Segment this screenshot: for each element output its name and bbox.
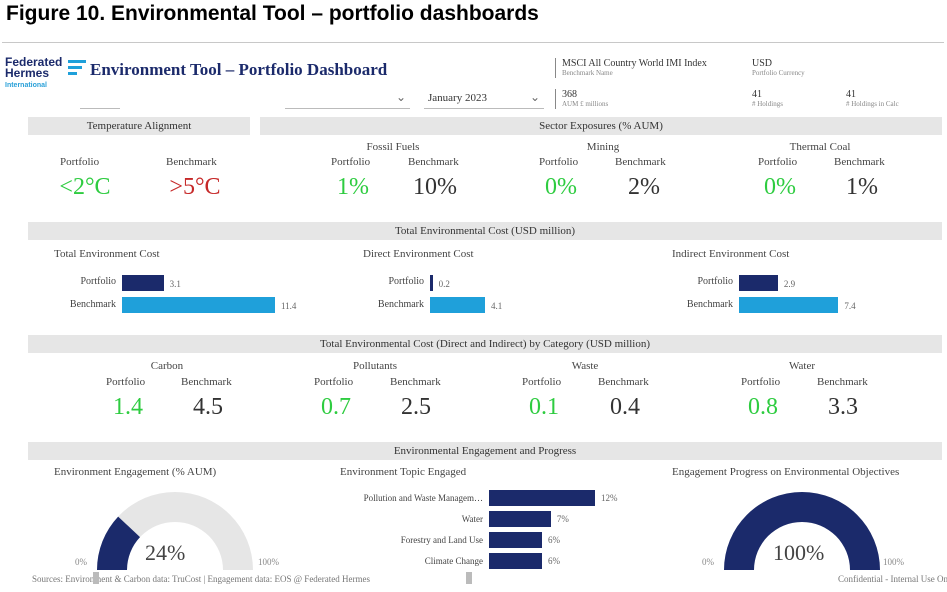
category-portfolio-label: Portfolio <box>522 376 562 388</box>
category-portfolio-label: Portfolio <box>106 376 146 388</box>
filter-dropdown[interactable]: ⌄ <box>285 88 410 109</box>
chevron-down-icon: ⌄ <box>529 90 540 104</box>
gauge-fill <box>97 516 141 570</box>
filter-slicer-1[interactable] <box>80 88 120 109</box>
sector-benchmark-label: Benchmark <box>408 156 459 168</box>
sector-portfolio-value: 0% <box>545 174 577 200</box>
gauge2-value: 100% <box>773 540 825 565</box>
category-benchmark-value: 0.4 <box>610 394 640 420</box>
benchmark-kpi: MSCI All Country World IMI Index Benchma… <box>555 58 707 78</box>
category-portfolio-value: 0.7 <box>321 394 351 420</box>
gauge2-title: Engagement Progress on Environmental Obj… <box>672 466 900 478</box>
sector-benchmark-value: 1% <box>846 174 878 200</box>
gauge1-max-label: 100% <box>258 557 279 567</box>
holdings-kpi: 41 # Holdings <box>752 89 783 108</box>
category-name: Pollutants <box>352 360 397 372</box>
dashboard-title: Environment Tool – Portfolio Dashboard <box>90 60 388 79</box>
category-benchmark-value: 2.5 <box>401 394 431 420</box>
footer-sources: Sources: Environment & Carbon data: TruC… <box>32 574 371 584</box>
figure-title: Figure 10. Environmental Tool – portfoli… <box>6 2 539 25</box>
sector-portfolio-value: 0% <box>764 174 796 200</box>
scroll-handle-left[interactable] <box>93 572 99 584</box>
currency-kpi: USD Portfolio Currency <box>752 58 805 77</box>
category-portfolio-value: 0.1 <box>529 394 559 420</box>
sector-name: Fossil Fuels <box>366 141 420 153</box>
category-name: Water <box>789 360 815 372</box>
temp-benchmark-label: Benchmark <box>166 156 217 168</box>
temp-portfolio-value: <2°C <box>59 174 111 200</box>
category-benchmark-value: 3.3 <box>828 394 858 420</box>
total-cost-band: Total Environmental Cost (USD million) <box>28 222 942 240</box>
category-benchmark-label: Benchmark <box>817 376 868 388</box>
sector-band: Sector Exposures (% AUM) <box>260 117 942 135</box>
category-benchmark-label: Benchmark <box>598 376 649 388</box>
category-band: Total Environmental Cost (Direct and Ind… <box>28 335 942 353</box>
category-portfolio-value: 1.4 <box>113 394 143 420</box>
category-benchmark-value: 4.5 <box>193 394 223 420</box>
gauge1-min-label: 0% <box>75 557 87 567</box>
date-dropdown-value: January 2023 <box>428 92 487 104</box>
gauge2-max-label: 100% <box>883 557 904 567</box>
scroll-handle-mid[interactable] <box>466 572 472 584</box>
category-benchmark-label: Benchmark <box>390 376 441 388</box>
sector-benchmark-value: 2% <box>628 174 660 200</box>
aum-kpi: 368 AUM £ millions <box>555 89 608 109</box>
temp-benchmark-value: >5°C <box>169 174 221 200</box>
gauge1-title: Environment Engagement (% AUM) <box>54 466 217 478</box>
temperature-band: Temperature Alignment <box>28 117 250 135</box>
sector-name: Thermal Coal <box>789 141 851 153</box>
federated-hermes-logo: Federated Hermes International <box>5 55 63 89</box>
gauge2-min-label: 0% <box>702 557 714 567</box>
temp-portfolio-label: Portfolio <box>60 156 100 168</box>
sector-benchmark-label: Benchmark <box>834 156 885 168</box>
sector-portfolio-value: 1% <box>337 174 369 200</box>
category-benchmark-label: Benchmark <box>181 376 232 388</box>
footer-confidential: Confidential - Internal Use Only <box>838 574 947 584</box>
dashboard-frame <box>2 42 944 591</box>
engagement-gauge <box>97 492 253 570</box>
sector-portfolio-label: Portfolio <box>331 156 371 168</box>
gauge1-value: 24% <box>145 540 186 565</box>
category-portfolio-label: Portfolio <box>314 376 354 388</box>
category-name: Carbon <box>150 360 184 372</box>
category-portfolio-label: Portfolio <box>741 376 781 388</box>
sector-benchmark-label: Benchmark <box>615 156 666 168</box>
progress-gauge <box>724 491 880 570</box>
sector-benchmark-value: 10% <box>413 174 457 200</box>
date-dropdown[interactable]: January 2023 ⌄ <box>424 88 544 109</box>
gauge-fill <box>724 491 880 570</box>
sector-portfolio-label: Portfolio <box>758 156 798 168</box>
category-portfolio-value: 0.8 <box>748 394 778 420</box>
topics-title: Environment Topic Engaged <box>340 466 467 478</box>
chevron-down-icon: ⌄ <box>395 90 406 104</box>
sector-portfolio-label: Portfolio <box>539 156 579 168</box>
holdings-calc-kpi: 41 # Holdings in Calc <box>846 89 899 108</box>
logo-mark-icon <box>68 60 86 75</box>
gauge-track <box>97 492 253 570</box>
engagement-band: Environmental Engagement and Progress <box>28 442 942 460</box>
category-name: Waste <box>571 360 599 372</box>
sector-name: Mining <box>586 141 620 153</box>
